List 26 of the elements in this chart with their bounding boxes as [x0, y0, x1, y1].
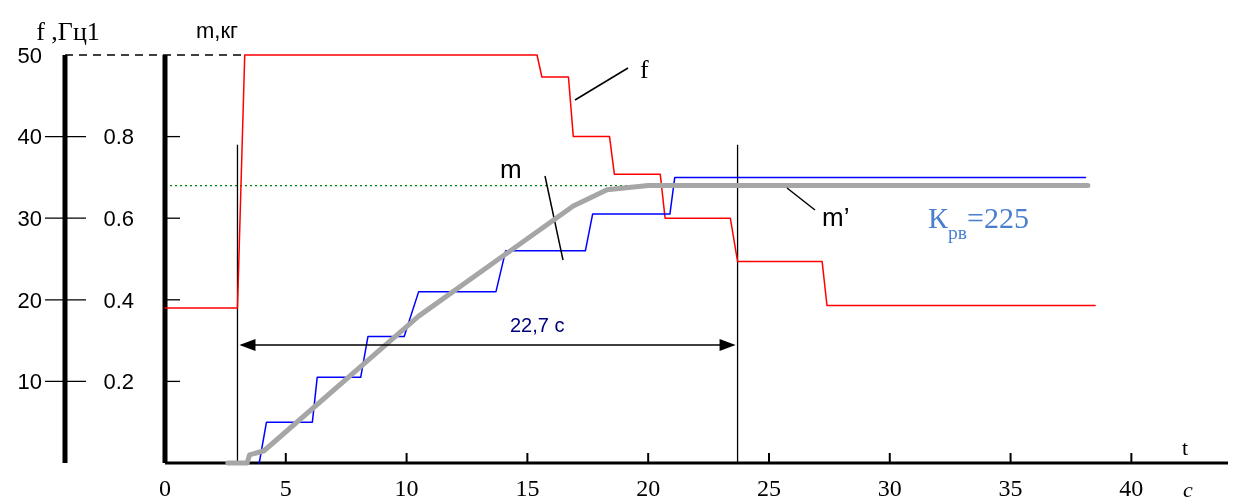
- x-tick-label: 0: [159, 475, 171, 501]
- x-axis-title: t: [1181, 435, 1189, 460]
- annotation: К$_{рв}$=225: [928, 201, 1029, 243]
- text: c: [1183, 477, 1193, 502]
- series-label: m’: [822, 202, 850, 232]
- x-tick-label: 25: [756, 475, 781, 501]
- x-tick-label: 15: [515, 475, 540, 501]
- y-tick-label: 20: [17, 287, 42, 313]
- x-tick-label: 40: [1119, 475, 1144, 501]
- x-tick-label: 35: [998, 475, 1023, 501]
- y-tick-label: 40: [17, 124, 42, 150]
- y-tick-label: 10: [17, 369, 42, 395]
- annotation: 22,7 с: [510, 314, 565, 336]
- line-series: [164, 54, 1096, 309]
- y2-axis-title: m,кг: [196, 18, 239, 43]
- text: m: [500, 154, 522, 184]
- text: f: [640, 55, 649, 84]
- x-tick-label: 20: [636, 475, 661, 501]
- y-tick-label: 30: [17, 205, 42, 231]
- x-tick-label: 10: [394, 475, 419, 501]
- y2-tick-label: 0.2: [103, 369, 134, 395]
- y2-tick-label: 0.4: [103, 287, 134, 313]
- y2-tick-label: 0.8: [103, 124, 134, 150]
- y2-tick-label: 0.6: [103, 205, 134, 231]
- x-tick-label: 5: [279, 475, 292, 501]
- x-tick-label: 30: [877, 475, 902, 501]
